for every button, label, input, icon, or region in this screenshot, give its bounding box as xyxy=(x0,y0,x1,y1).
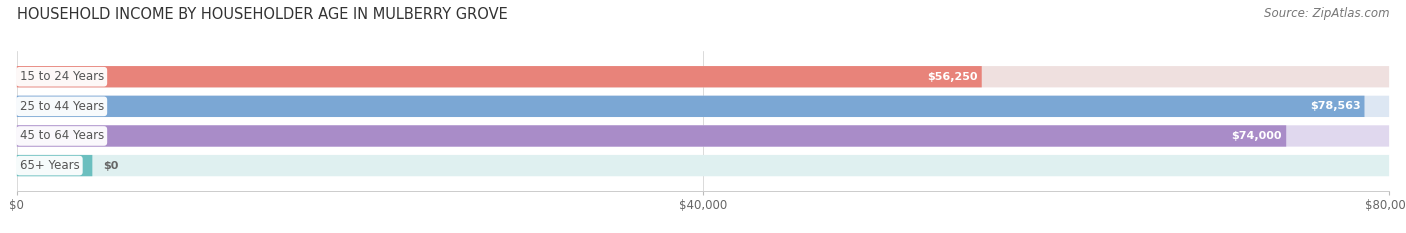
FancyBboxPatch shape xyxy=(17,96,1364,117)
FancyBboxPatch shape xyxy=(17,66,981,87)
Text: HOUSEHOLD INCOME BY HOUSEHOLDER AGE IN MULBERRY GROVE: HOUSEHOLD INCOME BY HOUSEHOLDER AGE IN M… xyxy=(17,7,508,22)
Text: 65+ Years: 65+ Years xyxy=(20,159,79,172)
Text: 45 to 64 Years: 45 to 64 Years xyxy=(20,130,104,142)
FancyBboxPatch shape xyxy=(17,125,1389,147)
Text: 15 to 24 Years: 15 to 24 Years xyxy=(20,70,104,83)
FancyBboxPatch shape xyxy=(17,155,93,176)
Text: $0: $0 xyxy=(103,161,118,171)
Text: $56,250: $56,250 xyxy=(927,72,977,82)
Text: $78,563: $78,563 xyxy=(1310,101,1361,111)
Text: Source: ZipAtlas.com: Source: ZipAtlas.com xyxy=(1264,7,1389,20)
Text: $74,000: $74,000 xyxy=(1232,131,1282,141)
FancyBboxPatch shape xyxy=(17,125,1286,147)
Text: 25 to 44 Years: 25 to 44 Years xyxy=(20,100,104,113)
FancyBboxPatch shape xyxy=(17,96,1389,117)
FancyBboxPatch shape xyxy=(17,155,1389,176)
FancyBboxPatch shape xyxy=(17,66,1389,87)
